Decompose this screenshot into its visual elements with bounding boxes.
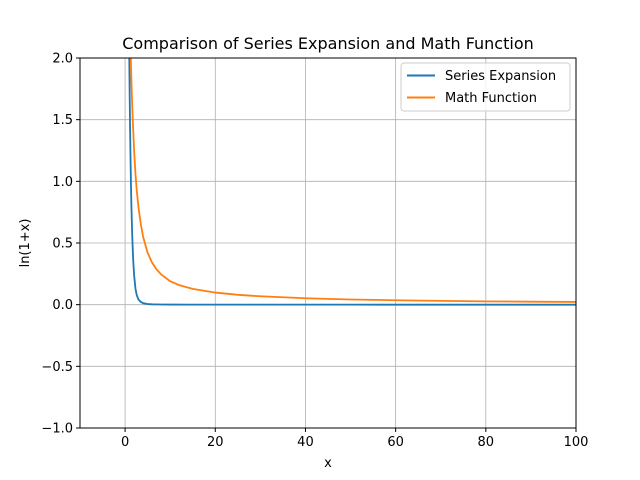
y-tick-label: 0.5 [52,237,73,252]
legend: Series Expansion Math Function [401,63,570,111]
x-tick-label: 100 [564,435,589,450]
y-tick-label: −0.5 [41,360,73,375]
x-tick-label: 20 [207,435,224,450]
y-tick-label: 1.0 [52,175,73,190]
x-axis-title: x [324,456,332,471]
y-axis-title: ln(1+x) [18,219,33,268]
y-tick-label: 0.0 [52,298,73,313]
x-tick-label: 80 [478,435,495,450]
legend-label-series-expansion: Series Expansion [445,69,556,84]
x-tick-label: 60 [387,435,404,450]
x-tick-label: 0 [121,435,129,450]
y-tick-label: −1.0 [41,422,73,437]
y-tick-label: 2.0 [52,52,73,67]
x-tick-label: 40 [297,435,314,450]
chart-title: Comparison of Series Expansion and Math … [122,34,534,53]
y-tick-label: 1.5 [52,113,73,128]
legend-label-math-function: Math Function [445,91,537,106]
